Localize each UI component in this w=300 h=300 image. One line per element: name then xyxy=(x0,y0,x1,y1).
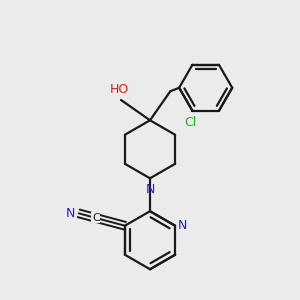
Text: N: N xyxy=(66,207,75,220)
Text: HO: HO xyxy=(110,83,129,96)
Text: N: N xyxy=(178,219,187,232)
Text: Cl: Cl xyxy=(184,116,197,129)
Text: N: N xyxy=(145,183,155,196)
Text: C: C xyxy=(92,213,100,223)
